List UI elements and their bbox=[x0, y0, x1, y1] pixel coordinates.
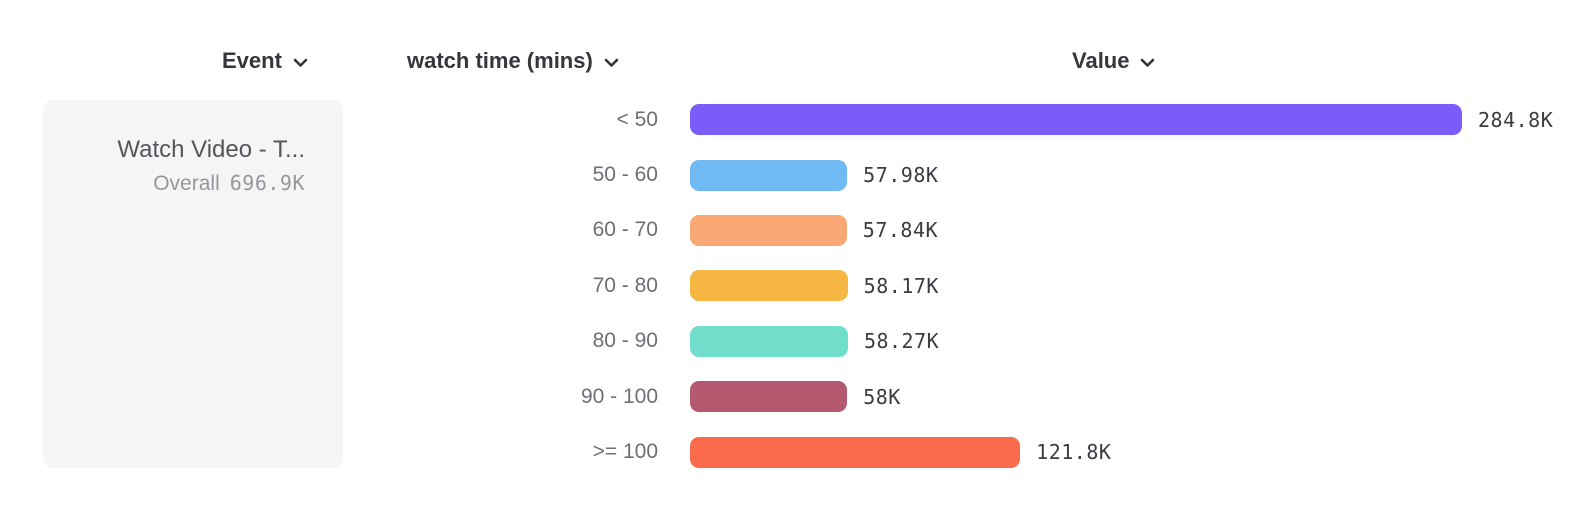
chart-row: 80 - 90 58.27K bbox=[440, 314, 1592, 369]
value-column-label: Value bbox=[1072, 48, 1130, 73]
value-label: 284.8K bbox=[1478, 107, 1554, 132]
bucket-label: 60 - 70 bbox=[592, 218, 658, 242]
bucket-label: 90 - 100 bbox=[580, 384, 658, 408]
breakdown-column-label: watch time (mins) bbox=[407, 48, 593, 73]
event-card[interactable]: Watch Video - T... Overall 696.9K bbox=[43, 100, 343, 468]
event-name: Watch Video - T... bbox=[117, 136, 305, 163]
value-bar[interactable] bbox=[690, 381, 848, 413]
bar-track: 58K bbox=[690, 381, 901, 413]
chart-row: < 50 284.8K bbox=[440, 92, 1592, 147]
chevron-down-icon bbox=[293, 58, 308, 68]
value-label: 58.27K bbox=[863, 329, 940, 354]
breakdown-column-header[interactable]: watch time (mins) bbox=[407, 48, 619, 74]
chevron-down-icon bbox=[604, 58, 619, 68]
bar-track: 121.8K bbox=[690, 436, 1112, 468]
value-label: 57.84K bbox=[862, 218, 939, 243]
bar-chart: < 50 284.8K 50 - 60 57.98K 60 - 70 57.84… bbox=[440, 92, 1592, 480]
chart-row: 90 - 100 58K bbox=[440, 369, 1592, 424]
value-bar[interactable] bbox=[690, 214, 847, 246]
value-bar[interactable] bbox=[690, 325, 848, 357]
bar-track: 284.8K bbox=[690, 104, 1554, 136]
event-column-label: Event bbox=[222, 48, 282, 73]
value-label: 57.98K bbox=[863, 163, 939, 188]
event-overall-row: Overall 696.9K bbox=[43, 169, 305, 198]
event-column-header[interactable]: Event bbox=[222, 48, 308, 74]
value-bar[interactable] bbox=[690, 159, 848, 191]
chart-row: 50 - 60 57.98K bbox=[440, 147, 1592, 202]
overall-label: Overall bbox=[153, 172, 220, 195]
bucket-label: < 50 bbox=[616, 107, 658, 131]
value-label: 58K bbox=[863, 384, 901, 409]
bar-track: 57.98K bbox=[690, 159, 939, 191]
bar-track: 58.27K bbox=[690, 325, 940, 357]
value-bar[interactable] bbox=[690, 104, 1462, 136]
value-column-header[interactable]: Value bbox=[1072, 48, 1155, 74]
value-label: 58.17K bbox=[863, 273, 939, 298]
bucket-label: 70 - 80 bbox=[592, 273, 658, 297]
chart-row: 60 - 70 57.84K bbox=[440, 203, 1592, 258]
chevron-down-icon bbox=[1140, 58, 1155, 68]
bar-track: 58.17K bbox=[690, 270, 939, 302]
bucket-label: 80 - 90 bbox=[592, 329, 658, 353]
bucket-label: >= 100 bbox=[592, 440, 658, 464]
chart-row: 70 - 80 58.17K bbox=[440, 258, 1592, 313]
value-bar[interactable] bbox=[690, 270, 848, 302]
overall-value: 696.9K bbox=[229, 171, 305, 195]
bar-track: 57.84K bbox=[690, 214, 939, 246]
chart-row: >= 100 121.8K bbox=[440, 424, 1592, 479]
value-label: 121.8K bbox=[1036, 440, 1112, 465]
value-bar[interactable] bbox=[690, 436, 1021, 468]
bucket-label: 50 - 60 bbox=[592, 163, 658, 187]
